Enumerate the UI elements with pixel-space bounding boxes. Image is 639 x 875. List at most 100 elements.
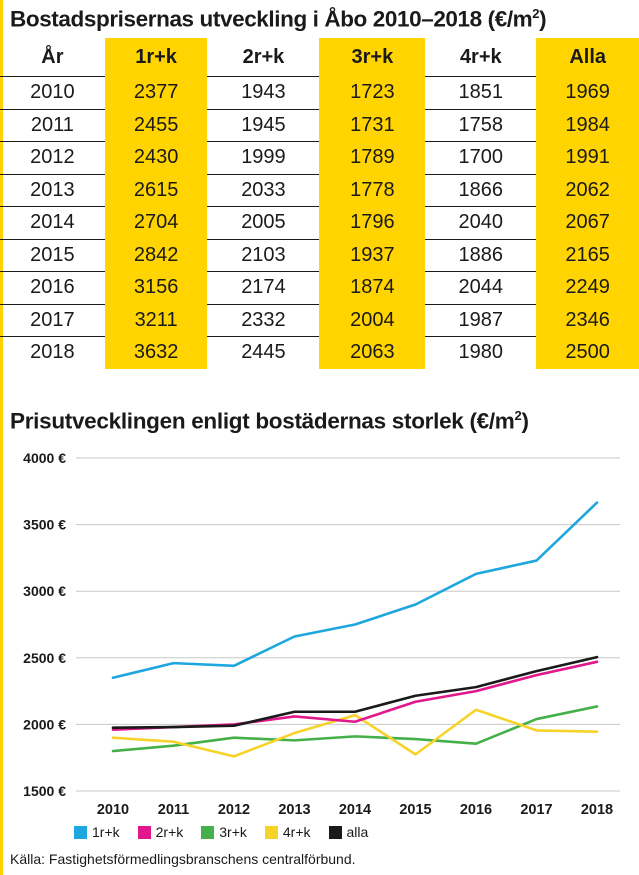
table-header-2r-k: 2r+k [242, 45, 285, 68]
highlight-band [104, 303, 208, 336]
table-cell: 2016 [0, 271, 105, 304]
table-cell: 1851 [425, 76, 537, 109]
table-cell: 1991 [536, 141, 639, 174]
table-cell: 1723 [319, 76, 426, 109]
legend-label: 4r+k [282, 824, 311, 840]
y-tick-label: 4000 € [23, 450, 66, 466]
legend-label: 3r+k [219, 824, 247, 840]
legend-swatch [74, 825, 87, 839]
series-line-4r-k [111, 708, 599, 758]
y-tick-label: 2000 € [23, 716, 66, 732]
table-cell: 1943 [207, 76, 320, 109]
series-line-3r-k [111, 705, 599, 753]
legend-swatch [201, 825, 215, 839]
table-row: 2013 2615 2033 1778 1866 2062 [0, 173, 639, 207]
legend-label: 1r+k [92, 824, 120, 840]
legend-swatch [328, 825, 342, 839]
table-cell: 1758 [425, 108, 537, 142]
highlight-band [319, 38, 426, 76]
highlight-band [319, 238, 426, 271]
y-tick-label: 3000 € [23, 583, 66, 599]
table-cell: 1700 [425, 141, 537, 174]
table-row: 2012 2430 1999 1789 1700 1991 [0, 141, 639, 174]
highlight-band [319, 141, 426, 174]
table-cell: 2062 [536, 173, 639, 207]
table-header-row: År 1r+k 2r+k 3r+k 4r+k Alla [0, 38, 639, 77]
table-cell: 2067 [536, 206, 639, 239]
table-header-1r-k: 1r+k [104, 38, 208, 77]
x-tick-label: 2011 [158, 802, 189, 818]
table-cell: 2249 [536, 271, 639, 304]
legend-item: 3r+k [201, 824, 247, 840]
highlight-band [319, 271, 426, 304]
table-cell: 1886 [425, 238, 537, 272]
series-line-alla [111, 655, 599, 730]
table-row: 2011 2455 1945 1731 1758 1984 [0, 108, 639, 142]
table-cell: 1937 [319, 238, 426, 272]
highlight-band [536, 271, 639, 304]
table-cell: 2842 [104, 238, 208, 272]
table-cell: 2017 [0, 303, 105, 337]
table-cell: 2332 [207, 303, 320, 337]
highlight-band [104, 38, 208, 76]
table-cell: 2014 [0, 206, 105, 239]
series-line-2r-k [111, 660, 599, 732]
table-cell: 2615 [104, 173, 208, 207]
table-cell: 1969 [536, 76, 639, 109]
highlight-band [319, 303, 426, 336]
table-cell: 1945 [207, 108, 320, 142]
table-cell: 2445 [207, 336, 320, 369]
highlight-band [319, 173, 426, 206]
highlight-band [536, 336, 639, 369]
highlight-band [104, 141, 208, 174]
table-header-3r-k: 3r+k [319, 38, 426, 77]
table-row: 2014 2704 2005 1796 2040 2067 [0, 206, 639, 239]
x-tick-label: 2016 [460, 802, 492, 818]
table-cell: 1984 [536, 108, 639, 142]
table-cell: 1789 [319, 141, 426, 174]
table-row: 2017 3211 2332 2004 1987 2346 [0, 303, 639, 337]
highlight-band [536, 173, 639, 206]
highlight-band [319, 76, 426, 109]
table-cell: 2346 [536, 303, 639, 337]
table-row: 2010 2377 1943 1723 1851 1969 [0, 76, 639, 109]
x-tick-label: 2014 [339, 802, 371, 818]
table-cell: 2174 [207, 271, 320, 304]
table-header-4r-k: 4r+k [459, 45, 502, 68]
highlight-band [536, 238, 639, 271]
highlight-band [536, 303, 639, 336]
y-tick-label: 2500 € [23, 650, 66, 666]
table-cell: 2010 [0, 76, 105, 109]
table-cell: 1731 [319, 108, 426, 142]
table-cell: 2015 [0, 238, 105, 272]
table-cell: 2704 [104, 206, 208, 239]
table-cell: 2103 [207, 238, 320, 272]
legend-item: 1r+k [74, 824, 120, 840]
highlight-band [319, 336, 426, 369]
table-title: Bostadsprisernas utveckling i Åbo 2010–2… [10, 6, 547, 32]
chart-legend: 1r+k 2r+k 3r+k 4r+k alla [74, 824, 368, 840]
highlight-band [104, 238, 208, 271]
highlight-band [536, 206, 639, 239]
legend-item: 4r+k [264, 824, 311, 840]
highlight-band [536, 108, 639, 141]
table-cell: 2500 [536, 336, 639, 369]
highlight-band [104, 206, 208, 239]
legend-item: 2r+k [137, 824, 184, 840]
table-header--r: År [41, 45, 64, 68]
legend-label: 2r+k [155, 824, 184, 840]
table-cell: 2005 [207, 206, 320, 239]
highlight-band [319, 206, 426, 239]
table-cell: 2004 [319, 303, 426, 337]
table-cell: 2165 [536, 238, 639, 272]
highlight-band [104, 173, 208, 206]
table-row: 2015 2842 2103 1937 1886 2165 [0, 238, 639, 272]
table-cell: 1778 [319, 173, 426, 207]
legend-swatch [137, 825, 151, 839]
highlight-band [104, 76, 208, 109]
table-cell: 2063 [319, 336, 426, 369]
table-cell: 2018 [0, 336, 105, 369]
y-tick-label: 3500 € [23, 517, 66, 533]
table-cell: 1980 [425, 336, 537, 369]
x-tick-label: 2018 [581, 802, 613, 818]
